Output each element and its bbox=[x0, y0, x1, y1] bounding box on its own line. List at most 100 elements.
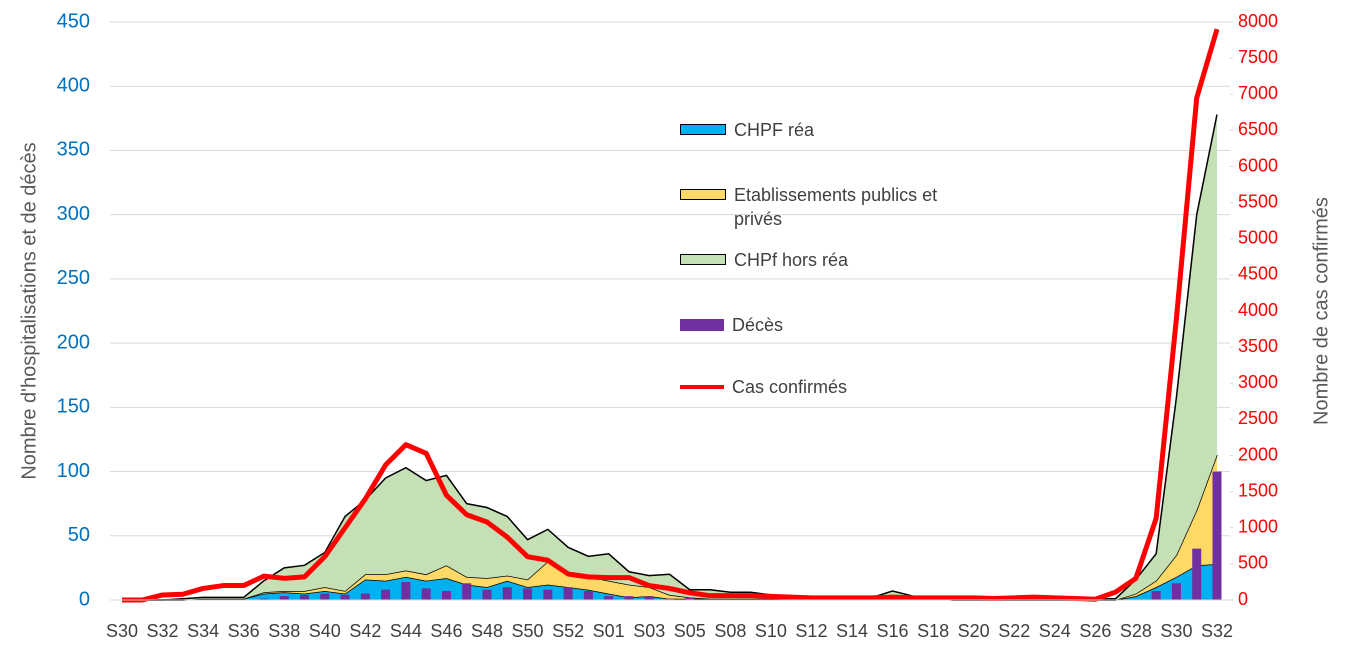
x-tick-label: S22 bbox=[998, 621, 1030, 641]
bar bbox=[421, 588, 431, 600]
bar bbox=[259, 598, 269, 600]
x-tick-label: S30 bbox=[106, 621, 138, 641]
bar bbox=[300, 594, 309, 600]
x-tick-label: S03 bbox=[633, 621, 665, 641]
bar bbox=[685, 597, 695, 600]
line bbox=[122, 28, 1220, 603]
legend-swatch bbox=[680, 385, 724, 389]
bar bbox=[563, 587, 573, 600]
bar bbox=[462, 583, 472, 600]
legend-swatch bbox=[680, 254, 726, 265]
x-tick-label: S32 bbox=[1201, 621, 1233, 641]
x-tick-label: S24 bbox=[1039, 621, 1071, 641]
y2-tick-label: 2000 bbox=[1238, 444, 1278, 464]
y2-tick-label: 3500 bbox=[1238, 336, 1278, 356]
bar bbox=[320, 593, 330, 600]
legend-item: Etablissements publics et privés bbox=[680, 183, 950, 231]
bar bbox=[482, 589, 492, 600]
area-edge bbox=[122, 114, 1218, 601]
bar bbox=[360, 593, 370, 600]
y-tick-label: 400 bbox=[57, 75, 90, 97]
y2-tick-label: 0 bbox=[1238, 589, 1248, 609]
y-tick-label: 50 bbox=[68, 524, 90, 546]
y2-tick-label: 2500 bbox=[1238, 408, 1278, 428]
x-tick-label: S52 bbox=[552, 621, 584, 641]
area bbox=[122, 114, 1217, 600]
legend-label: Cas confirmés bbox=[732, 377, 848, 397]
bar bbox=[401, 582, 411, 600]
y2-tick-label: 1000 bbox=[1238, 517, 1278, 537]
x-tick-label: S48 bbox=[471, 621, 503, 641]
x-tick-label: S12 bbox=[795, 621, 827, 641]
legend-item: Cas confirmés bbox=[680, 375, 950, 399]
bar bbox=[1171, 583, 1181, 600]
y2-tick-label: 500 bbox=[1238, 553, 1268, 573]
y-tick-label: 100 bbox=[57, 460, 90, 482]
x-tick-label: S28 bbox=[1120, 621, 1152, 641]
x-tick-label: S14 bbox=[836, 621, 868, 641]
bar bbox=[1212, 471, 1222, 600]
bar bbox=[1192, 548, 1202, 600]
bar bbox=[381, 589, 391, 600]
area bbox=[122, 564, 1217, 600]
y-tick-label: 300 bbox=[57, 203, 90, 225]
legend-swatch bbox=[680, 124, 726, 135]
x-tick-label: S26 bbox=[1079, 621, 1111, 641]
legend-label: Etablissements publics et privés bbox=[734, 185, 938, 229]
y2-tick-label: 7000 bbox=[1238, 83, 1278, 103]
x-tick-label: S05 bbox=[674, 621, 706, 641]
x-tick-label: S36 bbox=[228, 621, 260, 641]
bar bbox=[604, 596, 614, 600]
y2-tick-label: 4000 bbox=[1238, 300, 1278, 320]
y2-tick-label: 3000 bbox=[1238, 372, 1278, 392]
x-tick-label: S44 bbox=[390, 621, 422, 641]
x-tick-label: S20 bbox=[958, 621, 990, 641]
legend-swatch bbox=[680, 189, 726, 200]
bar bbox=[624, 596, 634, 600]
x-tick-label: S18 bbox=[917, 621, 949, 641]
x-tick-label: S16 bbox=[877, 621, 909, 641]
x-tick-label: S08 bbox=[714, 621, 746, 641]
grid bbox=[110, 21, 1230, 601]
y2-tick-label: 6000 bbox=[1238, 155, 1278, 175]
legend-label: CHPf hors réa bbox=[734, 250, 849, 270]
bar bbox=[340, 594, 350, 600]
x-tick-label: S01 bbox=[593, 621, 625, 641]
bar bbox=[441, 591, 451, 600]
bar bbox=[279, 596, 289, 600]
y2-tick-label: 6500 bbox=[1238, 119, 1278, 139]
x-tick-label: S30 bbox=[1160, 621, 1192, 641]
x-tick-label: S10 bbox=[755, 621, 787, 641]
y-axis-title: Nombre d'hospitalisations et de décès bbox=[18, 142, 40, 479]
y2-tick-label: 7500 bbox=[1238, 47, 1278, 67]
bar bbox=[523, 588, 533, 600]
y2-axis-title: Nombre de cas confirmés bbox=[1310, 197, 1332, 425]
legend-label: CHPF réa bbox=[734, 120, 815, 140]
y2-tick-label: 1500 bbox=[1238, 480, 1278, 500]
x-tick-label: S32 bbox=[147, 621, 179, 641]
y-tick-label: 250 bbox=[57, 267, 90, 289]
y2-tick-label: 5000 bbox=[1238, 228, 1278, 248]
y-tick-label: 350 bbox=[57, 139, 90, 161]
y2-tick-label: 4500 bbox=[1238, 264, 1278, 284]
y-tick-label: 200 bbox=[57, 331, 90, 353]
y-tick-label: 0 bbox=[79, 588, 90, 610]
bar bbox=[583, 591, 593, 600]
x-tick-label: S46 bbox=[430, 621, 462, 641]
x-tick-label: S34 bbox=[187, 621, 219, 641]
legend-item: CHPF réa bbox=[680, 118, 950, 142]
y2-tick-label: 5500 bbox=[1238, 191, 1278, 211]
bar bbox=[1151, 591, 1161, 600]
x-tick-label: S38 bbox=[268, 621, 300, 641]
legend-label: Décès bbox=[732, 315, 784, 335]
bar bbox=[543, 589, 553, 600]
y2-tick-label: 8000 bbox=[1238, 11, 1278, 31]
bar bbox=[644, 596, 654, 600]
bar bbox=[665, 598, 674, 600]
legend-item: Décès bbox=[680, 313, 950, 337]
y-tick-label: 450 bbox=[57, 10, 90, 32]
x-tick-label: S42 bbox=[349, 621, 381, 641]
x-tick-label: S40 bbox=[309, 621, 341, 641]
